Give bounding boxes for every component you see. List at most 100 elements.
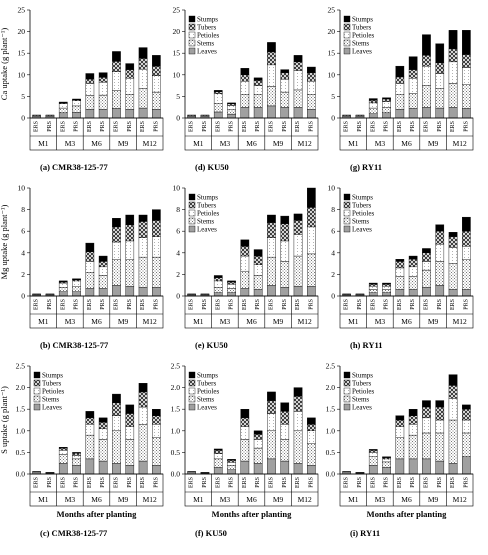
bar-label: ERS [34, 477, 40, 488]
bar-segment-stumps [409, 57, 417, 70]
bar-segment-stumps [369, 283, 377, 284]
legend-swatch-tubers [34, 380, 40, 386]
legend-swatch-petioles [189, 210, 195, 216]
bar-segment-petioles [356, 294, 364, 295]
bar-segment-tubers [369, 450, 377, 452]
legend-entry: Stems [352, 396, 369, 404]
bar-label: PRS [410, 477, 416, 488]
bar-segment-leaves [227, 293, 235, 296]
bar-segment-leaves [214, 468, 222, 474]
bar-segment-leaves [409, 290, 417, 296]
y-tick-label: 15 [328, 49, 336, 58]
bar-segment-petioles [99, 82, 107, 95]
legend-entry: Stumps [197, 372, 218, 380]
y-tick-label: 2.0 [16, 383, 26, 392]
bar-label: PRS [282, 477, 288, 488]
y-tick-label: 4 [176, 248, 180, 257]
bar-segment-tubers [241, 75, 249, 81]
bar-segment-petioles [281, 424, 289, 439]
bar-segment-tubers [307, 207, 315, 226]
bar-segment-stems [281, 92, 289, 107]
bar-segment-leaves [396, 459, 404, 474]
bar-segment-leaves [126, 109, 134, 118]
bar-segment-stems [72, 459, 80, 465]
bar-label: ERS [423, 477, 429, 488]
bar-label: ERS [344, 299, 350, 310]
legend-swatch-stumps [344, 16, 350, 22]
bar-segment-stems [254, 94, 262, 107]
bar-label: ERS [268, 477, 274, 488]
bar-segment-leaves [72, 292, 80, 296]
bar-segment-tubers [449, 237, 457, 248]
bar-segment-petioles [449, 247, 457, 263]
legend-swatch-leaves [344, 48, 350, 54]
month-label: M9 [273, 139, 284, 148]
bar-segment-tubers [99, 422, 107, 428]
bar-segment-stems [449, 420, 457, 463]
bar-label: ERS [370, 477, 376, 488]
bar-segment-stumps [409, 409, 417, 415]
legend-entry: Leaves [42, 404, 62, 412]
bar-segment-stems [227, 288, 235, 292]
legend-swatch-leaves [344, 226, 350, 232]
legend-entry: Petioles [352, 210, 374, 218]
bar-segment-stems [369, 457, 377, 466]
y-tick-label: 2.0 [326, 383, 336, 392]
bar-segment-petioles [152, 76, 160, 92]
bar-segment-stems [436, 261, 444, 285]
month-label: M6 [91, 495, 102, 504]
bar-label: PRS [202, 121, 208, 132]
y-tick-label: 10 [328, 70, 336, 79]
legend-entry: Petioles [197, 32, 219, 40]
bar-segment-leaves [99, 288, 107, 296]
bar-label: PRS [282, 121, 288, 132]
bar-label: PRS [74, 477, 80, 488]
bar-label: PRS [437, 299, 443, 310]
bar-segment-stumps [294, 55, 302, 61]
bar-segment-stems [227, 465, 235, 469]
bar-segment-petioles [267, 65, 275, 87]
bar-segment-stems [59, 108, 67, 113]
bar-segment-petioles [254, 86, 262, 95]
bar-segment-leaves [449, 463, 457, 474]
bar-segment-petioles [409, 424, 417, 435]
bar-segment-stems [86, 96, 94, 110]
y-tick-label: 4 [21, 248, 25, 257]
legend-entry: Tubers [352, 202, 371, 210]
legend-swatch-tubers [189, 380, 195, 386]
bar-label: ERS [87, 121, 93, 132]
legend-entry: Leaves [352, 404, 372, 412]
bar-segment-tubers [396, 261, 404, 267]
bar-segment-stems [254, 275, 262, 289]
legend-swatch-tubers [189, 202, 195, 208]
bar-segment-petioles [307, 431, 315, 444]
bar-segment-stems [227, 110, 235, 114]
y-tick-label: 2.0 [171, 383, 181, 392]
month-label: M12 [298, 495, 312, 504]
bar-segment-petioles [241, 256, 249, 271]
y-tick-label: 10 [173, 70, 181, 79]
month-label: M1 [38, 317, 49, 326]
bar-segment-tubers [281, 73, 289, 79]
bar-segment-stumps [396, 259, 404, 261]
y-tick-label: 6 [176, 227, 180, 236]
bar-segment-tubers [59, 448, 67, 450]
bar-segment-stems [396, 277, 404, 290]
bar-label: ERS [242, 477, 248, 488]
bar-label: PRS [127, 299, 133, 310]
y-tick-label: 0 [21, 114, 25, 123]
bar-segment-leaves [227, 114, 235, 118]
bar-segment-stumps [112, 51, 120, 61]
bar-segment-stumps [462, 217, 470, 231]
bar-segment-stumps [281, 70, 289, 73]
month-label: M12 [143, 495, 157, 504]
month-label: M3 [65, 495, 76, 504]
bar-segment-petioles [422, 261, 430, 270]
bar-segment-leaves [294, 463, 302, 474]
bar-label: ERS [34, 299, 40, 310]
bar-segment-petioles [294, 70, 302, 89]
bar-segment-petioles [188, 294, 196, 295]
